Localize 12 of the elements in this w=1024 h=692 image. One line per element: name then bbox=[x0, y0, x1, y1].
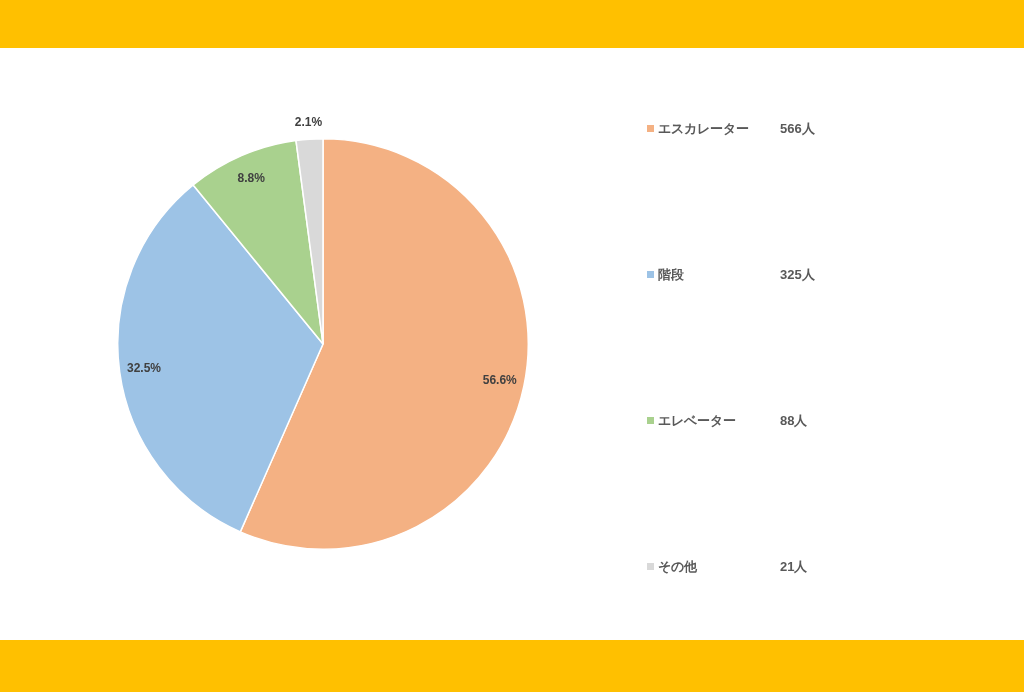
text: 566人 bbox=[780, 120, 815, 138]
data-label: 8.8% bbox=[237, 170, 266, 185]
legend-label: エレベーター bbox=[658, 412, 736, 430]
data-label: 32.5% bbox=[127, 360, 162, 375]
legend-label: その他 bbox=[658, 558, 697, 576]
legend-label: エスカレーター bbox=[658, 120, 749, 138]
text: 88人 bbox=[780, 412, 808, 430]
data-label: 2.1% bbox=[294, 115, 323, 130]
text: 21人 bbox=[780, 558, 808, 576]
data-label: 56.6% bbox=[482, 373, 518, 388]
text: 325人 bbox=[780, 266, 815, 284]
legend-label: 階段 bbox=[658, 266, 684, 284]
